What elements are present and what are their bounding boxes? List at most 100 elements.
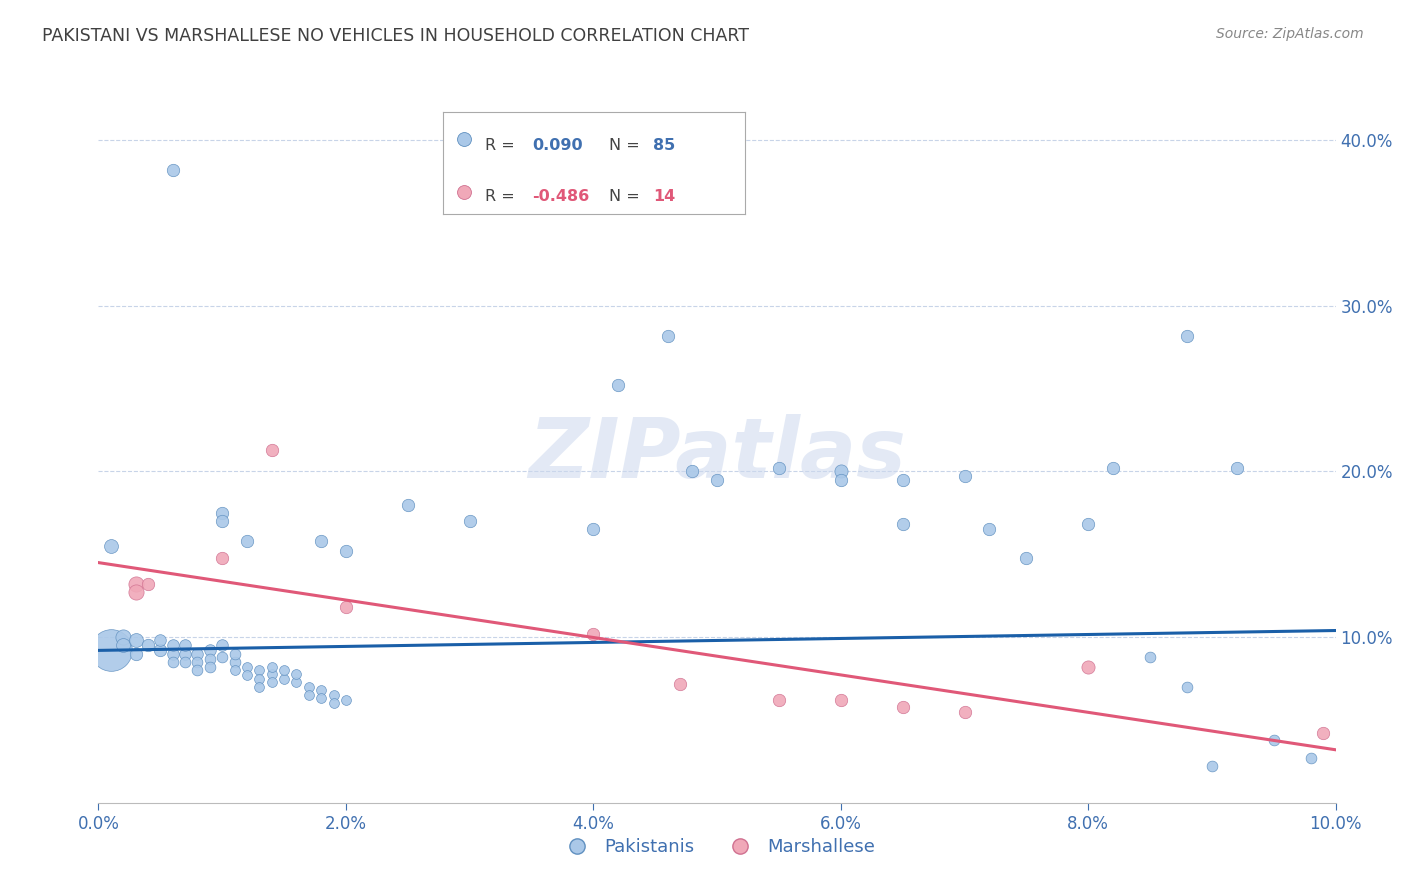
Point bbox=[162, 163, 184, 178]
Point bbox=[681, 465, 703, 479]
Point bbox=[1139, 650, 1161, 665]
Text: N =: N = bbox=[609, 189, 640, 204]
Point bbox=[186, 663, 208, 677]
Point bbox=[657, 328, 679, 343]
Text: PAKISTANI VS MARSHALLESE NO VEHICLES IN HOUSEHOLD CORRELATION CHART: PAKISTANI VS MARSHALLESE NO VEHICLES IN … bbox=[42, 27, 749, 45]
Point bbox=[1077, 660, 1099, 674]
Point bbox=[768, 693, 790, 707]
Point bbox=[669, 676, 692, 690]
Point bbox=[830, 465, 852, 479]
Point bbox=[582, 523, 605, 537]
Point bbox=[247, 672, 270, 686]
Point bbox=[162, 647, 184, 661]
Point bbox=[335, 693, 357, 707]
Text: N =: N = bbox=[609, 137, 640, 153]
Point bbox=[453, 185, 475, 199]
Point bbox=[260, 674, 283, 689]
Point bbox=[149, 643, 172, 657]
Point bbox=[768, 461, 790, 475]
Point bbox=[582, 627, 605, 641]
Point bbox=[174, 655, 197, 669]
Point bbox=[830, 693, 852, 707]
Point bbox=[273, 672, 295, 686]
Point bbox=[247, 680, 270, 694]
Point bbox=[247, 663, 270, 677]
Point bbox=[124, 633, 146, 648]
Point bbox=[112, 639, 135, 653]
Point bbox=[260, 666, 283, 681]
Point bbox=[224, 647, 246, 661]
Point bbox=[236, 668, 259, 682]
Point bbox=[309, 691, 332, 706]
Point bbox=[891, 517, 914, 532]
Point bbox=[453, 132, 475, 146]
Point bbox=[236, 660, 259, 674]
Point bbox=[706, 473, 728, 487]
Point bbox=[1077, 517, 1099, 532]
Point bbox=[211, 550, 233, 565]
Point bbox=[236, 534, 259, 549]
Point bbox=[1102, 461, 1125, 475]
Point bbox=[1299, 751, 1322, 765]
Point bbox=[162, 655, 184, 669]
Point bbox=[174, 647, 197, 661]
Point bbox=[149, 633, 172, 648]
Point bbox=[298, 688, 321, 702]
Point bbox=[124, 585, 146, 599]
Point bbox=[979, 523, 1001, 537]
Point bbox=[458, 514, 481, 528]
Point bbox=[309, 683, 332, 698]
Point bbox=[260, 442, 283, 457]
Point bbox=[198, 660, 221, 674]
Point bbox=[1015, 550, 1038, 565]
Text: R =: R = bbox=[485, 137, 515, 153]
Point bbox=[136, 577, 159, 591]
Point bbox=[322, 697, 344, 711]
Legend: Pakistanis, Marshallese: Pakistanis, Marshallese bbox=[553, 831, 882, 863]
Point bbox=[100, 643, 122, 657]
Point bbox=[298, 680, 321, 694]
Text: 0.090: 0.090 bbox=[531, 137, 582, 153]
Point bbox=[396, 498, 419, 512]
Text: ZIPatlas: ZIPatlas bbox=[529, 415, 905, 495]
Point bbox=[830, 473, 852, 487]
Point bbox=[891, 699, 914, 714]
Point bbox=[285, 674, 308, 689]
Point bbox=[1175, 328, 1198, 343]
Point bbox=[224, 655, 246, 669]
Text: R =: R = bbox=[485, 189, 515, 204]
Point bbox=[1312, 726, 1334, 740]
Point bbox=[211, 514, 233, 528]
Point bbox=[1263, 732, 1285, 747]
Point bbox=[953, 469, 976, 483]
Text: 14: 14 bbox=[652, 189, 675, 204]
Point bbox=[335, 600, 357, 615]
Point bbox=[124, 577, 146, 591]
Point bbox=[174, 639, 197, 653]
Point bbox=[891, 473, 914, 487]
Point bbox=[162, 639, 184, 653]
Point bbox=[136, 639, 159, 653]
Point bbox=[309, 534, 332, 549]
Point bbox=[211, 639, 233, 653]
Point bbox=[335, 544, 357, 558]
Point bbox=[607, 378, 630, 392]
Point bbox=[186, 655, 208, 669]
Point bbox=[285, 666, 308, 681]
Point bbox=[1175, 680, 1198, 694]
Text: -0.486: -0.486 bbox=[531, 189, 589, 204]
Point bbox=[224, 663, 246, 677]
Point bbox=[112, 630, 135, 644]
Point bbox=[1226, 461, 1249, 475]
Point bbox=[953, 705, 976, 719]
Text: 85: 85 bbox=[652, 137, 675, 153]
Point bbox=[198, 651, 221, 665]
Point bbox=[322, 688, 344, 702]
Point bbox=[198, 643, 221, 657]
Point bbox=[260, 660, 283, 674]
Point bbox=[124, 647, 146, 661]
Point bbox=[273, 663, 295, 677]
Point bbox=[211, 650, 233, 665]
Point bbox=[211, 506, 233, 520]
Point bbox=[186, 647, 208, 661]
